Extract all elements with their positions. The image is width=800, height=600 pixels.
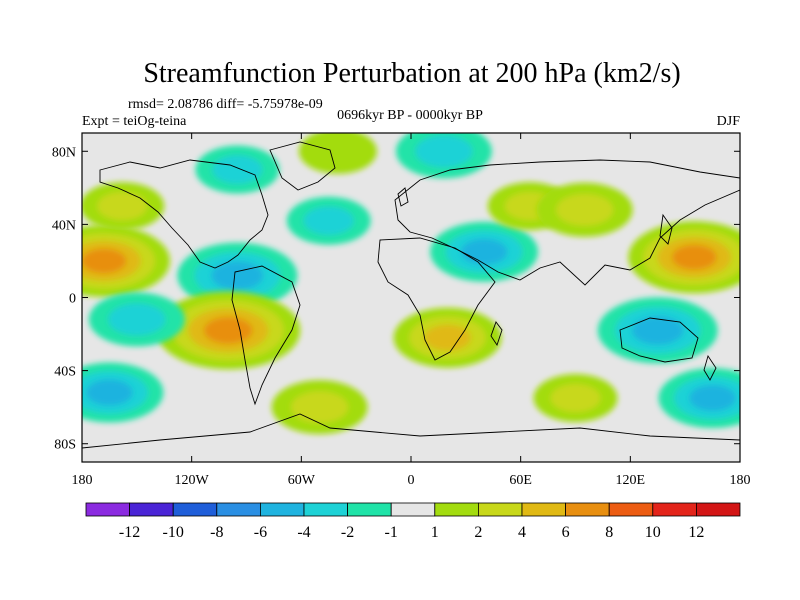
x-tick-label-5: 120E bbox=[616, 473, 646, 488]
colorbar-label-1: -10 bbox=[163, 524, 184, 541]
anomaly-12-band-3 bbox=[672, 245, 717, 270]
colorbar-label-0: -12 bbox=[119, 524, 140, 541]
colorbar-swatch-13 bbox=[652, 502, 697, 517]
coastline-africa bbox=[377, 237, 496, 361]
coastline-south-america bbox=[231, 265, 301, 406]
experiment-label: Expt = teiOg-teina bbox=[82, 114, 187, 129]
colorbar-label-5: -2 bbox=[341, 524, 354, 541]
colorbar-swatch-5 bbox=[303, 502, 348, 517]
x-axis: 180 120W 60W 0 60E 120E 180 bbox=[72, 133, 751, 488]
anomaly-2-band-3 bbox=[204, 317, 253, 344]
anomaly-15-band-1 bbox=[290, 390, 349, 424]
colorbar-label-13: 12 bbox=[688, 524, 704, 541]
y-axis: 80N 40N 0 40S 80S bbox=[52, 145, 740, 453]
coastline-greenland bbox=[269, 141, 336, 191]
x-tick-label-6: 180 bbox=[730, 473, 751, 488]
colorbar-swatch-6 bbox=[347, 502, 392, 517]
colorbar-label-7: 1 bbox=[431, 524, 439, 541]
anomaly-3-band-1 bbox=[108, 303, 166, 336]
y-tick-label-0: 80N bbox=[52, 145, 76, 160]
x-tick-label-0: 180 bbox=[72, 473, 93, 488]
colorbar-swatch-1 bbox=[129, 502, 174, 517]
anomaly-0-band-3 bbox=[82, 248, 126, 273]
colorbar-swatch-7 bbox=[390, 502, 436, 517]
anomaly-14-band-2 bbox=[424, 324, 471, 351]
colorbar-label-6: -1 bbox=[385, 524, 398, 541]
anomaly-18-band-1 bbox=[550, 383, 601, 413]
colorbar-swatch-9 bbox=[477, 502, 523, 517]
colorbar-swatch-0 bbox=[85, 502, 130, 517]
anomaly-4-band-2 bbox=[86, 379, 133, 406]
colorbar-label-9: 4 bbox=[518, 524, 526, 541]
colorbar-label-12: 10 bbox=[645, 524, 661, 541]
stats-line: rmsd= 2.08786 diff= -5.75978e-09 bbox=[128, 97, 323, 112]
colorbar-label-3: -6 bbox=[254, 524, 267, 541]
coastline-antarctica bbox=[82, 413, 740, 449]
anomaly-17-band-1 bbox=[212, 155, 263, 184]
y-tick-label-3: 40S bbox=[54, 365, 76, 380]
coastline-north-america bbox=[99, 159, 269, 269]
x-tick-label-4: 60E bbox=[509, 473, 532, 488]
colorbar-label-10: 6 bbox=[562, 524, 570, 541]
anomaly-13-band-2 bbox=[632, 316, 684, 345]
season-label: DJF bbox=[717, 114, 741, 129]
anomaly-7-band-0 bbox=[298, 133, 377, 174]
colorbar-swatch-3 bbox=[216, 502, 261, 517]
coastline-uk bbox=[397, 187, 409, 207]
anomaly-layer bbox=[82, 133, 740, 435]
y-tick-label-4: 80S bbox=[54, 438, 76, 453]
colorbar-label-4: -4 bbox=[297, 524, 310, 541]
coastline-eurasia bbox=[394, 159, 740, 286]
chart-title: Streamfunction Perturbation at 200 hPa (… bbox=[143, 58, 680, 89]
colorbar-swatch-2 bbox=[172, 502, 218, 517]
colorbar-label-11: 8 bbox=[605, 524, 613, 541]
coastline-madagascar bbox=[490, 321, 503, 347]
anomaly-16-band-2 bbox=[689, 385, 736, 411]
coastline-japan bbox=[659, 213, 673, 245]
colorbar-swatch-4 bbox=[259, 502, 305, 517]
anomaly-6-band-1 bbox=[303, 206, 354, 236]
coastlines bbox=[82, 141, 740, 449]
x-tick-label-1: 120W bbox=[175, 473, 210, 488]
y-tick-label-2: 0 bbox=[69, 292, 76, 307]
x-tick-label-3: 0 bbox=[408, 473, 415, 488]
anomaly-9-band-2 bbox=[460, 238, 508, 265]
coastline-australia bbox=[619, 317, 699, 363]
colorbar-swatch-10 bbox=[521, 502, 566, 517]
colorbar-label-2: -8 bbox=[210, 524, 223, 541]
anomaly-8-band-1 bbox=[415, 135, 473, 168]
period-label: 0696kyr BP - 0000kyr BP bbox=[337, 108, 483, 123]
anomaly-11-band-1 bbox=[555, 193, 614, 226]
colorbar-swatch-8 bbox=[434, 502, 479, 517]
colorbar: -12 -10 -8 -6 -4 -2 -1 1 2 4 6 8 10 12 bbox=[85, 502, 741, 541]
x-tick-label-2: 60W bbox=[288, 473, 316, 488]
colorbar-swatch-11 bbox=[565, 502, 610, 517]
coastline-new-zealand bbox=[703, 354, 717, 381]
anomaly-5-band-1 bbox=[97, 191, 148, 221]
colorbar-swatch-12 bbox=[608, 502, 654, 517]
map-background bbox=[82, 133, 740, 462]
colorbar-swatch-14 bbox=[696, 502, 741, 517]
y-tick-label-1: 40N bbox=[52, 218, 76, 233]
colorbar-label-8: 2 bbox=[474, 524, 482, 541]
